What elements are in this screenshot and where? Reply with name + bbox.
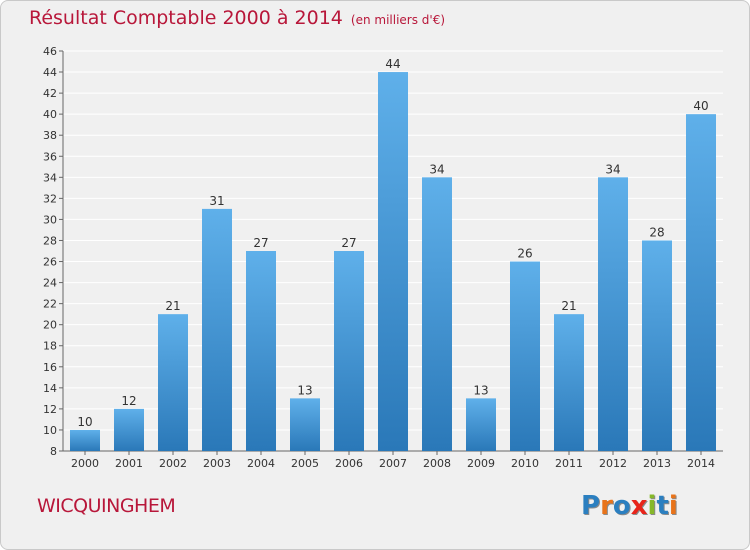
y-tick-label: 12 [43,403,57,416]
logo-letter: i [647,491,657,521]
x-tick-label: 2002 [159,457,187,470]
y-tick-label: 46 [43,45,57,58]
x-tick-label: 2003 [203,457,231,470]
y-tick-label: 26 [43,256,57,269]
bar-value-label: 13 [473,383,488,397]
x-tick-label: 2005 [291,457,319,470]
bar-value-label: 27 [253,236,268,250]
bar-value-label: 26 [517,247,532,261]
bar-value-label: 21 [561,299,576,313]
y-tick-label: 22 [43,298,57,311]
bar[interactable] [642,240,672,451]
y-tick-label: 28 [43,234,57,247]
y-tick-label: 8 [50,445,57,458]
bar-value-label: 12 [121,394,136,408]
commune-name: WICQUINGHEM [37,495,176,517]
bar-value-label: 44 [385,57,400,71]
x-tick-label: 2004 [247,457,275,470]
bar[interactable] [334,251,364,451]
bar-value-label: 28 [649,225,664,239]
bar[interactable] [686,114,716,451]
y-tick-label: 18 [43,340,57,353]
bar[interactable] [202,208,232,451]
bar-value-label: 40 [693,99,708,113]
chart-title-row: Résultat Comptable 2000 à 2014 (en millie… [29,7,445,29]
logo-letter: P [581,491,601,521]
bar-value-label: 27 [341,236,356,250]
y-tick-label: 16 [43,361,57,374]
chart-title: Résultat Comptable 2000 à 2014 [29,7,343,29]
bar-value-label: 34 [429,162,444,176]
bar[interactable] [378,72,408,451]
x-tick-label: 2007 [379,457,407,470]
x-tick-label: 2010 [511,457,539,470]
x-tick-label: 2008 [423,457,451,470]
logo-letter: r [600,491,613,521]
bar[interactable] [70,429,100,451]
logo-letter: x [630,491,648,521]
y-tick-label: 34 [43,171,57,184]
bar[interactable] [598,177,628,451]
chart-unit: (en milliers d'€) [350,13,446,27]
x-tick-label: 2011 [555,457,583,470]
bar[interactable] [114,408,144,451]
bar-value-label: 13 [297,383,312,397]
bar-value-label: 21 [165,299,180,313]
x-tick-label: 2014 [687,457,715,470]
y-tick-label: 38 [43,129,57,142]
bar-value-label: 34 [605,162,620,176]
proxiti-logo[interactable]: Proxiti [581,491,678,521]
bar-value-label: 31 [209,194,224,208]
logo-letter: i [668,491,678,521]
y-tick-label: 20 [43,319,57,332]
y-tick-label: 36 [43,150,57,163]
y-tick-label: 40 [43,108,57,121]
x-tick-label: 2006 [335,457,363,470]
x-tick-label: 2001 [115,457,143,470]
bar[interactable] [554,314,584,451]
logo-letter: o [612,491,631,521]
bar[interactable] [466,398,496,451]
bar-value-label: 10 [77,415,92,429]
bar[interactable] [510,261,540,451]
bar[interactable] [158,314,188,451]
x-tick-label: 2012 [599,457,627,470]
y-tick-label: 24 [43,277,57,290]
x-tick-label: 2009 [467,457,495,470]
x-tick-label: 2000 [71,457,99,470]
bar[interactable] [422,177,452,451]
bar[interactable] [290,398,320,451]
logo-letter: t [656,491,669,521]
y-tick-label: 32 [43,192,57,205]
y-tick-label: 30 [43,213,57,226]
y-tick-label: 42 [43,87,57,100]
x-tick-label: 2013 [643,457,671,470]
bar[interactable] [246,251,276,451]
y-tick-label: 44 [43,66,57,79]
y-tick-label: 14 [43,382,57,395]
y-tick-label: 10 [43,424,57,437]
